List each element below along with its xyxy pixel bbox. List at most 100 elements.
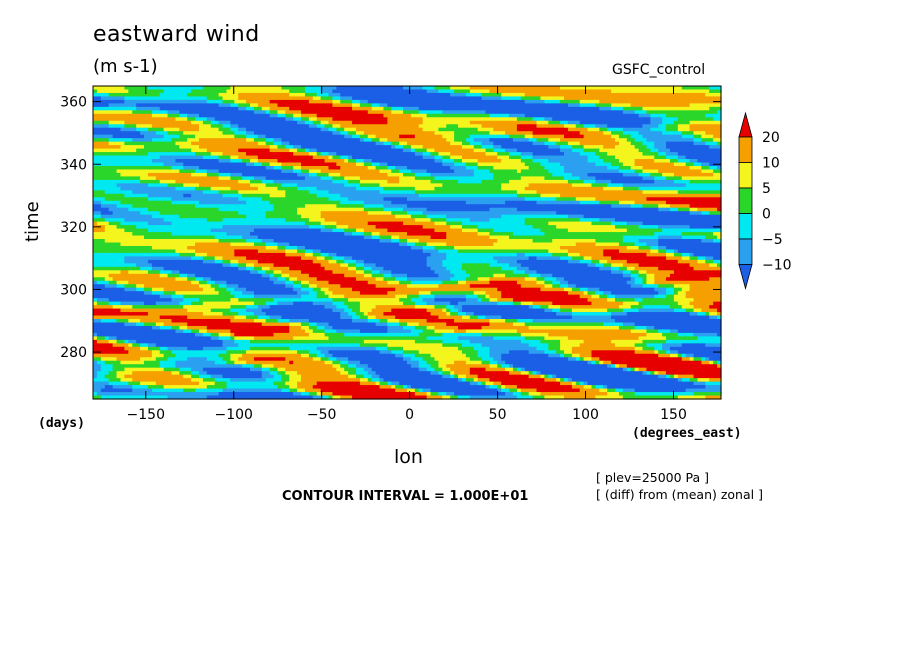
heatmap-cell (112, 89, 118, 94)
heatmap-cell (489, 106, 494, 111)
heatmap-cell (681, 89, 687, 94)
heatmap-cell (497, 179, 502, 184)
heatmap-cell (477, 117, 483, 122)
heatmap-cell (328, 152, 334, 157)
heatmap-cell (662, 186, 667, 191)
heatmap-cell (183, 162, 188, 167)
heatmap-cell (650, 162, 655, 167)
heatmap-cell (556, 103, 561, 108)
heatmap-cell (591, 152, 596, 157)
heatmap-cell (297, 106, 302, 111)
heatmap-cell (328, 96, 334, 101)
heatmap-cell (238, 124, 243, 129)
heatmap-cell (532, 124, 538, 129)
heatmap-cell (713, 86, 718, 91)
heatmap-cell (669, 89, 675, 94)
heatmap-cell (104, 120, 110, 125)
heatmap-cell (564, 183, 569, 188)
heatmap-cell (191, 145, 196, 150)
heatmap-cell (560, 186, 565, 191)
heatmap-cell (458, 134, 463, 139)
heatmap-cell (246, 131, 251, 136)
heatmap-cell (567, 176, 573, 181)
heatmap-cell (564, 152, 569, 157)
heatmap-cell (681, 106, 687, 111)
heatmap-cell (591, 99, 596, 104)
heatmap-cell (685, 103, 691, 108)
heatmap-cell (485, 176, 491, 181)
heatmap-cell (438, 183, 443, 188)
heatmap-cell (438, 89, 443, 94)
heatmap-cell (717, 134, 722, 139)
heatmap-cell (136, 92, 141, 98)
heatmap-cell (206, 96, 212, 101)
heatmap-cell (669, 113, 675, 118)
heatmap-cell (289, 96, 294, 101)
heatmap-cell (324, 124, 330, 129)
heatmap-cell (414, 92, 420, 98)
heatmap-cell (344, 117, 349, 122)
heatmap-cell (666, 148, 671, 153)
heatmap-cell (383, 134, 388, 139)
heatmap-cell (293, 89, 298, 94)
heatmap-cell (387, 134, 392, 139)
heatmap-cell (379, 165, 385, 171)
heatmap-cell (308, 152, 314, 157)
heatmap-cell (320, 134, 326, 139)
heatmap-cell (458, 183, 463, 188)
heatmap-cell (379, 131, 385, 136)
heatmap-cell (132, 141, 137, 146)
heatmap-cell (273, 159, 279, 164)
heatmap-cell (544, 106, 549, 111)
heatmap-cell (230, 131, 235, 136)
heatmap-cell (410, 155, 416, 160)
heatmap-cell (171, 99, 177, 104)
heatmap-cell (108, 152, 114, 157)
heatmap-cell (355, 165, 361, 171)
heatmap-cell (493, 92, 498, 98)
heatmap-cell (650, 165, 655, 171)
heatmap-cell (395, 183, 400, 188)
heatmap-cell (198, 96, 204, 101)
heatmap-cell (100, 138, 106, 143)
heatmap-cell (328, 159, 334, 164)
heatmap-cell (324, 165, 330, 171)
heatmap-cell (391, 110, 396, 115)
heatmap-cell (516, 169, 522, 174)
heatmap-cell (195, 186, 200, 191)
heatmap-cell (587, 117, 593, 122)
heatmap-cell (579, 131, 585, 136)
heatmap-cell (458, 89, 463, 94)
heatmap-cell (324, 186, 330, 191)
heatmap-cell (434, 179, 439, 184)
heatmap-cell (242, 103, 247, 108)
heatmap-cell (104, 141, 110, 146)
heatmap-cell (100, 190, 106, 195)
heatmap-cell (634, 169, 640, 174)
heatmap-cell (171, 117, 177, 122)
heatmap-cell (407, 155, 412, 160)
heatmap-cell (159, 172, 165, 178)
heatmap-cell (202, 131, 208, 136)
heatmap-cell (442, 92, 447, 98)
heatmap-cell (324, 159, 330, 164)
heatmap-cell (352, 110, 357, 115)
heatmap-cell (128, 145, 133, 150)
heatmap-cell (226, 127, 231, 132)
heatmap-cell (289, 145, 294, 150)
heatmap-cell (552, 145, 557, 150)
heatmap-cell (269, 134, 275, 139)
heatmap-cell (289, 148, 294, 153)
heatmap-cell (144, 186, 149, 191)
heatmap-cell (257, 124, 263, 129)
heatmap-cell (595, 162, 600, 167)
heatmap-cell (638, 110, 644, 115)
heatmap-cell (681, 92, 687, 98)
heatmap-cell (218, 96, 224, 101)
heatmap-cell (167, 145, 173, 150)
heatmap-cell (532, 138, 538, 143)
heatmap-cell (599, 162, 604, 167)
heatmap-cell (701, 110, 706, 115)
heatmap-cell (253, 145, 259, 150)
heatmap-cell (269, 120, 275, 125)
